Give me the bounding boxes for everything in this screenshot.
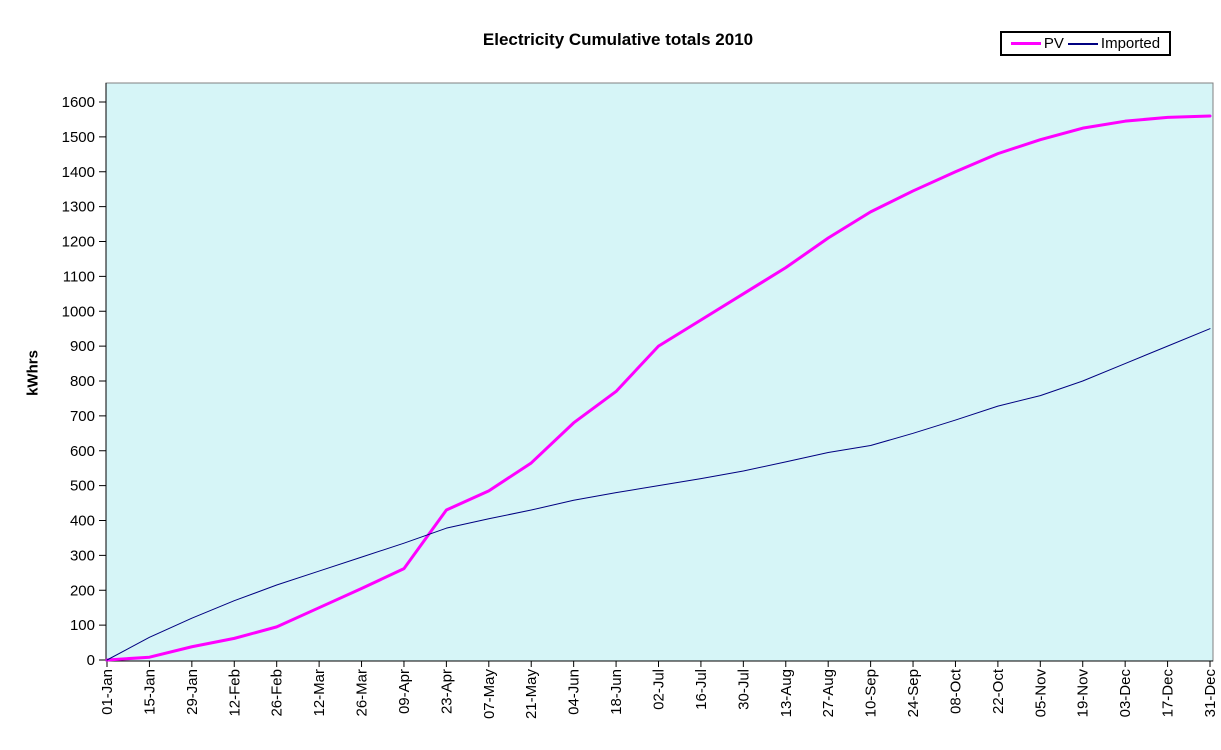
x-tick-label: 01-Jan	[99, 669, 116, 715]
y-tick-label: 700	[70, 408, 95, 425]
x-tick-label: 12-Mar	[311, 669, 328, 717]
y-tick-label: 100	[70, 617, 95, 634]
x-tick-label: 15-Jan	[141, 669, 158, 715]
legend-label-pv: PV	[1043, 35, 1064, 52]
legend: PV Imported	[1000, 31, 1171, 56]
x-tick-label: 17-Dec	[1160, 669, 1177, 718]
plot-background	[105, 82, 1214, 662]
x-tick-label: 07-May	[481, 669, 498, 720]
x-tick-label: 05-Nov	[1032, 669, 1049, 718]
x-tick-label: 02-Jul	[651, 669, 668, 710]
legend-label-imported: Imported	[1100, 35, 1161, 52]
y-tick-label: 1100	[63, 268, 95, 285]
y-tick-label: 1000	[62, 303, 95, 320]
x-tick-label: 19-Nov	[1075, 669, 1092, 718]
y-tick-label: 900	[70, 338, 95, 355]
x-tick-label: 10-Sep	[863, 669, 880, 717]
x-tick-label: 18-Jun	[608, 669, 625, 715]
y-tick-label: 400	[70, 513, 95, 530]
chart-title: Electricity Cumulative totals 2010	[482, 30, 754, 49]
x-tick-label: 31-Dec	[1202, 669, 1219, 718]
x-tick-label: 04-Jun	[566, 669, 583, 715]
y-tick-label: 500	[70, 478, 95, 495]
x-tick-label: 29-Jan	[184, 669, 201, 715]
y-tick-label: 1300	[62, 199, 95, 216]
x-tick-label: 27-Aug	[820, 669, 837, 717]
y-tick-label: 200	[70, 582, 95, 599]
x-tick-label: 23-Apr	[438, 669, 455, 714]
x-tick-label: 16-Jul	[693, 669, 710, 710]
legend-item-imported: Imported	[1067, 35, 1161, 52]
y-tick-label: 800	[70, 373, 95, 390]
y-tick-label: 0	[87, 652, 95, 669]
x-tick-label: 09-Apr	[396, 669, 413, 714]
y-tick-label: 300	[70, 547, 95, 564]
series-line-pv	[105, 114, 1212, 662]
x-tick-label: 26-Mar	[354, 669, 371, 717]
y-tick-label: 1500	[62, 129, 95, 146]
x-tick-label: 08-Oct	[947, 668, 964, 714]
y-tick-label: 600	[70, 443, 95, 460]
y-tick-label: 1400	[62, 164, 95, 181]
pv-line-swatch	[1010, 42, 1041, 45]
x-tick-label: 03-Dec	[1117, 669, 1134, 718]
x-tick-label: 12-Feb	[226, 669, 243, 717]
y-tick-label: 1600	[62, 94, 95, 111]
series-line-imported	[106, 328, 1211, 661]
legend-item-pv: PV	[1010, 35, 1064, 52]
x-tick-label: 24-Sep	[905, 669, 922, 717]
x-tick-label: 13-Aug	[778, 669, 795, 717]
y-tick-label: 1200	[62, 234, 95, 251]
x-tick-label: 22-Oct	[990, 668, 1007, 714]
x-tick-label: 21-May	[523, 669, 540, 720]
x-tick-label: 30-Jul	[735, 669, 752, 710]
y-axis-title: kWhrs	[24, 350, 42, 396]
imported-line-swatch	[1067, 42, 1098, 45]
x-tick-label: 26-Feb	[269, 669, 286, 717]
